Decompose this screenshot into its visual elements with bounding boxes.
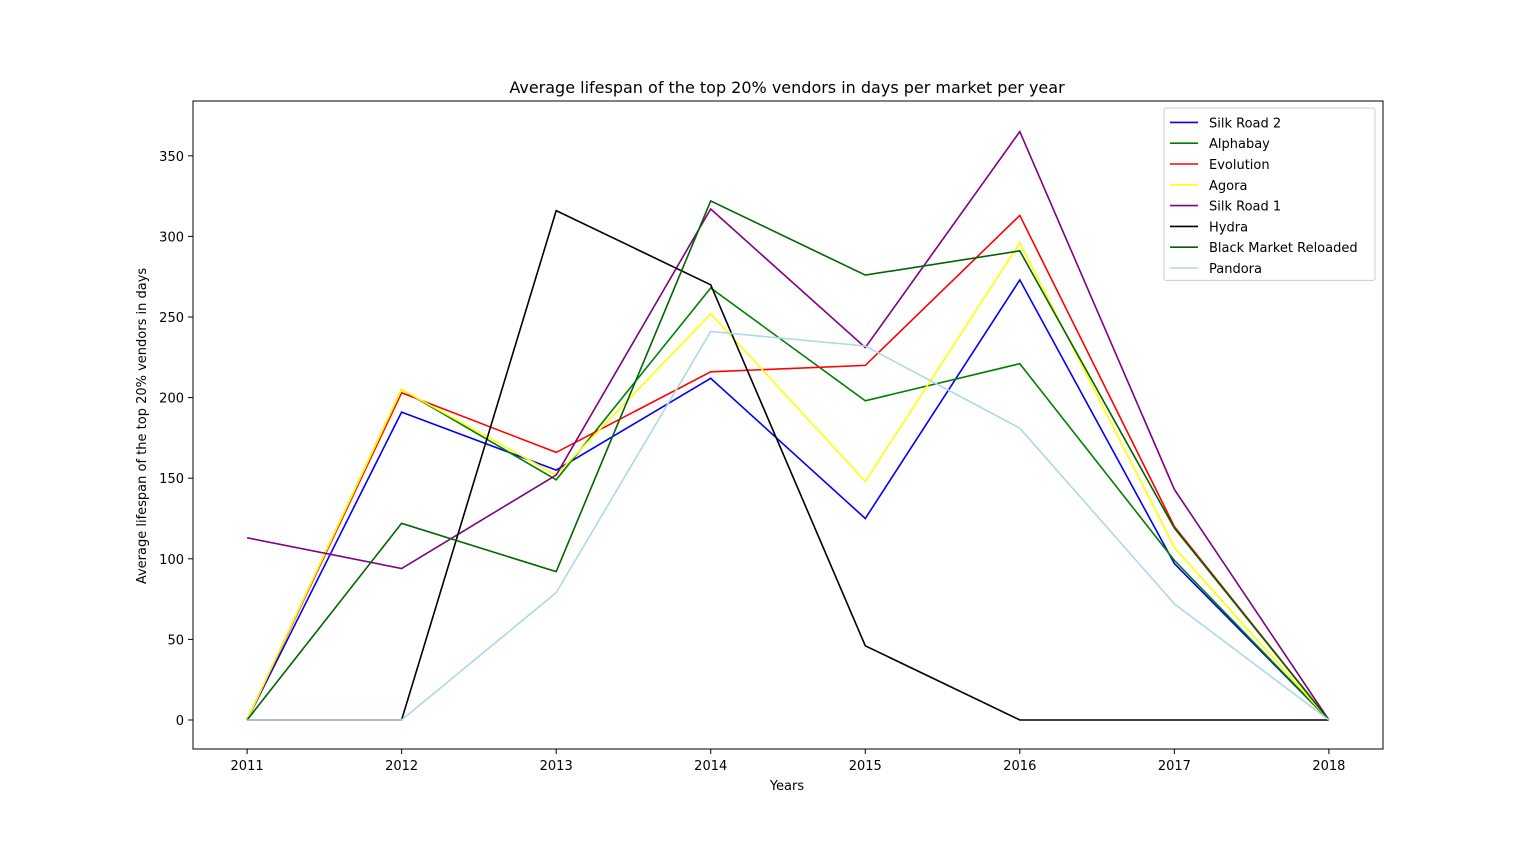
y-axis-label: Average lifespan of the top 20% vendors … [135,268,150,585]
y-tick-label: 100 [159,553,184,568]
legend-label-alphabay: Alphabay [1209,137,1270,152]
y-tick-label: 0 [176,714,184,729]
chart-title: Average lifespan of the top 20% vendors … [509,78,1065,97]
series-line-silk-road-1 [246,129,1330,721]
x-tick-label: 2014 [694,759,727,774]
legend-label-evolution: Evolution [1209,158,1270,173]
legend-frame [1163,107,1376,281]
legend: Silk Road 2 Alphabay Evolution Agora Silk Ro… [1163,107,1376,281]
y-tick-label: 200 [159,392,184,407]
x-axis: 2011 2012 2013 2014 2015 2016 2017 2018 [231,749,1345,774]
y-tick-label: 150 [159,472,184,487]
y-tick-label: 50 [167,633,184,648]
series-line-black-market-reloaded [246,199,1330,721]
y-tick-label: 350 [159,150,184,165]
legend-label-hydra: Hydra [1209,220,1248,235]
series-lines [246,129,1330,721]
legend-label-agora: Agora [1209,179,1247,194]
series-line-agora [246,241,1330,721]
x-axis-label: Years [769,779,805,794]
series-line-pandora [247,330,1330,721]
series-line-hydra [247,209,1329,721]
series-line-silk-road-2 [246,278,1330,721]
x-tick-label: 2017 [1158,759,1191,774]
x-tick-label: 2012 [385,759,418,774]
legend-label-silk-road-1: Silk Road 1 [1209,200,1281,215]
x-tick-label: 2015 [849,759,882,774]
legend-label-black-market-reloaded: Black Market Reloaded [1209,241,1358,256]
legend-label-silk-road-2: Silk Road 2 [1209,116,1281,131]
x-tick-label: 2016 [1003,759,1036,774]
x-tick-label: 2011 [231,759,264,774]
x-tick-label: 2018 [1312,759,1345,774]
x-tick-label: 2013 [540,759,573,774]
series-line-evolution [246,214,1330,721]
legend-label-pandora: Pandora [1209,262,1262,277]
plot-area [192,100,1384,750]
y-axis: 0 50 100 150 200 250 300 350 [159,150,193,729]
y-tick-label: 250 [159,311,184,326]
y-tick-label: 300 [159,230,184,245]
